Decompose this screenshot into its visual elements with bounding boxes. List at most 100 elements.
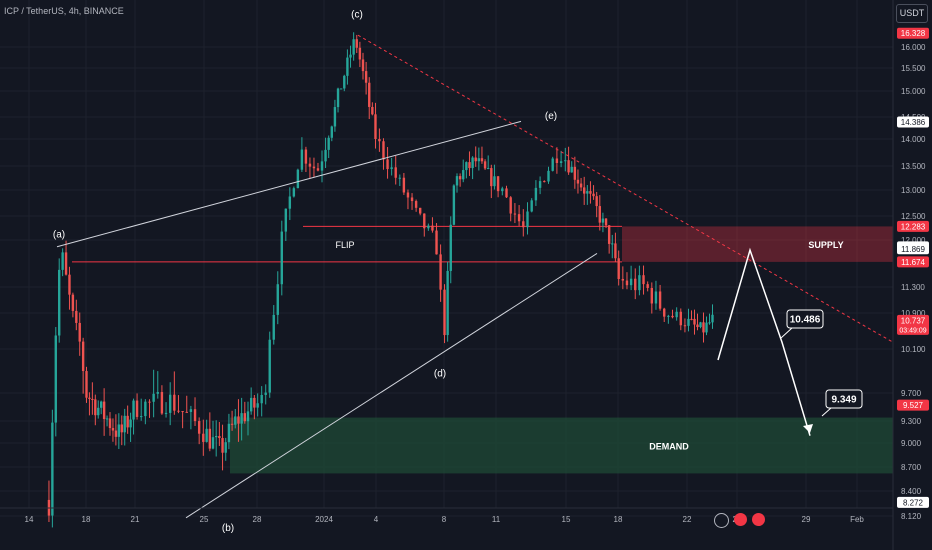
candle-body [551, 158, 554, 171]
candle-body [679, 311, 682, 326]
candle-body [117, 424, 121, 437]
time-tick-label: 25 [200, 515, 209, 524]
candle-body [230, 423, 234, 425]
candle-body [308, 163, 312, 167]
candle-body [427, 225, 430, 229]
candle-body [58, 269, 61, 336]
candle-body [419, 207, 422, 214]
candle-body [292, 188, 296, 197]
price-tag [897, 256, 929, 268]
candle-body [431, 225, 434, 231]
candle-body [586, 191, 589, 194]
candle-body [390, 167, 393, 170]
price-tag-value: 11.869 [901, 245, 925, 254]
time-tick-label: 21 [131, 515, 140, 524]
candle-body [480, 158, 484, 162]
candle-body [708, 322, 711, 324]
candle-body [85, 371, 88, 398]
candle-body [583, 187, 586, 194]
price-tag [897, 116, 929, 128]
candle-body [650, 287, 654, 304]
candle-body [474, 157, 477, 162]
candle-body [102, 401, 106, 420]
candle-body [410, 197, 414, 202]
candle-body [471, 157, 474, 169]
candle-body [129, 419, 132, 428]
candle-body [576, 179, 580, 184]
candle-body [214, 436, 218, 438]
candle-body [646, 284, 649, 288]
candle-body [493, 176, 496, 187]
price-tick-label: 9.000 [901, 439, 922, 448]
candle-body [690, 318, 693, 320]
candle-body [629, 278, 633, 286]
candle-body [284, 208, 288, 232]
candle-body [658, 291, 662, 309]
candle-body [300, 149, 304, 170]
time-tick-label: 15 [562, 515, 571, 524]
candle-body [505, 188, 508, 198]
candle-body [237, 416, 240, 424]
candle-body [394, 167, 397, 178]
candle-body [386, 159, 389, 170]
event-flag-icon[interactable] [734, 513, 747, 526]
candle-body [355, 39, 358, 48]
price-tick-label: 13.000 [901, 186, 926, 195]
candle-body [71, 294, 75, 311]
candle-body [654, 291, 658, 304]
candle-body [91, 398, 94, 400]
candle-body [501, 188, 504, 192]
candle-body [534, 187, 538, 201]
candle-body [140, 416, 143, 418]
price-tick-label: 8.120 [901, 512, 922, 521]
candle-body [54, 335, 57, 423]
candle-body [156, 392, 159, 394]
candle-body [211, 437, 215, 449]
time-tick-label: Feb [850, 515, 864, 524]
candle-body [477, 158, 481, 162]
wave-label: (a) [53, 230, 65, 241]
candle-body [538, 181, 542, 188]
lightning-icon[interactable] [714, 513, 729, 528]
candle-body [160, 392, 164, 414]
candle-body [483, 161, 487, 169]
candle-body [264, 392, 267, 395]
candle-body [496, 176, 500, 192]
candle-body [296, 169, 300, 189]
price-tag-value: 10.737 [901, 316, 926, 325]
candle-body [97, 407, 100, 416]
price-tick-label: 16.000 [901, 43, 926, 52]
currency-selector[interactable]: USDT [896, 4, 928, 23]
price-tag [897, 243, 929, 255]
price-tick-label: 10.900 [901, 309, 926, 318]
candle-body [304, 149, 308, 164]
candle-body [51, 422, 54, 516]
time-tick-label: 4 [374, 515, 379, 524]
candle-body [693, 318, 696, 325]
demand-zone [230, 417, 893, 474]
time-tick-label: 22 [683, 515, 692, 524]
candle-body [189, 409, 193, 412]
candle-body [449, 224, 452, 271]
price-tag-value: 16.328 [901, 29, 926, 38]
event-flag-icon[interactable] [752, 513, 765, 526]
candle-body [352, 39, 355, 55]
candle-body [105, 418, 109, 420]
candle-body [705, 322, 708, 333]
candle-body [75, 310, 78, 323]
candle-body [272, 314, 275, 340]
candle-body [598, 206, 601, 223]
price-tick-label: 15.500 [901, 64, 926, 73]
candle-body [468, 162, 471, 169]
candle-body [78, 322, 81, 342]
upper-trendline [56, 120, 522, 248]
time-tick-label: 28 [253, 515, 262, 524]
candle-body [398, 177, 401, 179]
target-value: 9.349 [831, 395, 856, 406]
candle-body [173, 394, 176, 411]
candle-body [452, 185, 456, 225]
candle-body [177, 410, 180, 412]
price-tag-value: 11.674 [901, 258, 925, 267]
candle-body [443, 289, 446, 336]
